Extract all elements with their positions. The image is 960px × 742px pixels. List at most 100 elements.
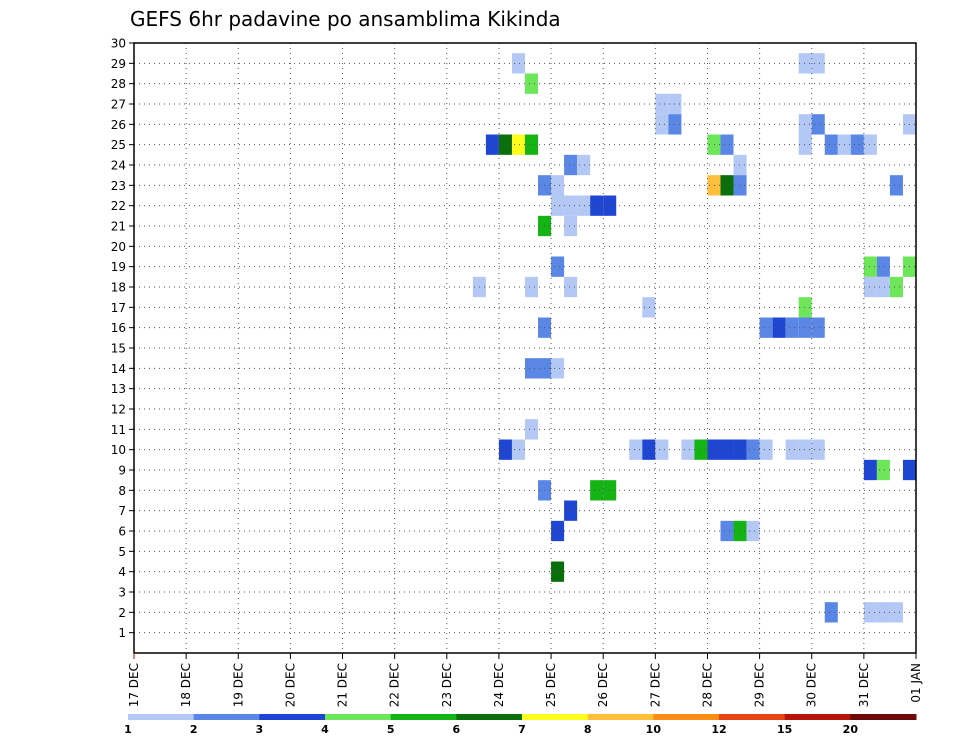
heatmap-cell xyxy=(798,114,812,135)
colorbar-swatch xyxy=(456,714,523,720)
heatmap-cell xyxy=(889,602,903,623)
colorbar-label: 12 xyxy=(711,723,726,736)
colorbar-label: 3 xyxy=(256,723,264,736)
heatmap-cell xyxy=(811,439,825,460)
heatmap-cell xyxy=(642,297,656,318)
heatmap-cell xyxy=(564,500,578,521)
y-tick-label: 21 xyxy=(111,220,126,234)
heatmap-cell xyxy=(707,134,721,155)
heatmap-cell xyxy=(551,561,565,582)
heatmap-cell xyxy=(759,317,773,338)
x-tick-label: 29 DEC xyxy=(753,663,767,707)
heatmap-cell xyxy=(720,439,734,460)
heatmap-cell xyxy=(485,134,499,155)
colorbar-label: 10 xyxy=(646,723,662,736)
y-tick-label: 22 xyxy=(111,199,126,213)
colorbar-swatch xyxy=(850,714,917,720)
colorbar-swatch xyxy=(587,714,654,720)
y-tick-label: 1 xyxy=(118,626,126,640)
colorbar-label: 2 xyxy=(190,723,198,736)
heatmap-cell xyxy=(525,419,539,440)
heatmap-cell xyxy=(655,93,669,115)
heatmap-cell xyxy=(733,154,747,176)
colorbar-label: 4 xyxy=(321,723,329,736)
y-tick-label: 16 xyxy=(111,321,126,335)
heatmap-cell xyxy=(785,439,799,460)
y-tick-label: 13 xyxy=(111,382,126,396)
y-tick-label: 28 xyxy=(111,77,126,91)
heatmap-cell xyxy=(551,195,565,216)
y-tick-label: 20 xyxy=(111,240,126,254)
heatmap-cell xyxy=(707,439,721,460)
heatmap-cell xyxy=(863,134,877,155)
y-tick-label: 23 xyxy=(111,179,126,193)
colorbar-label: 8 xyxy=(584,723,592,736)
colorbar-swatch xyxy=(653,714,720,720)
colorbar-label: 6 xyxy=(453,723,461,736)
colorbar-label: 1 xyxy=(124,723,132,736)
heatmap-cell xyxy=(889,175,903,196)
y-tick-label: 10 xyxy=(111,443,126,457)
heatmap-cell xyxy=(590,195,604,216)
y-tick-label: 24 xyxy=(111,159,126,173)
colorbar-swatch xyxy=(522,714,589,720)
heatmap-cell xyxy=(525,358,539,379)
heatmap-cell xyxy=(551,520,565,542)
heatmap-cell xyxy=(811,114,825,135)
y-tick-label: 6 xyxy=(118,525,126,539)
heatmap-cell xyxy=(564,195,578,216)
x-tick-label: 21 DEC xyxy=(336,663,350,707)
heatmap-cell xyxy=(798,317,812,338)
heatmap-cell xyxy=(498,134,512,155)
y-tick-label: 27 xyxy=(111,98,126,112)
heatmap-cell xyxy=(876,459,890,481)
heatmap-cell xyxy=(498,439,512,460)
heatmap-cell xyxy=(746,439,760,460)
y-tick-label: 11 xyxy=(111,423,126,437)
heatmap-cell xyxy=(811,53,825,74)
colorbar-swatch xyxy=(193,714,260,720)
colorbar: 1 2 3 4 5 6 7 8 10 12 15 20 xyxy=(124,714,917,736)
heatmap-cell xyxy=(564,215,578,237)
heatmap-cell xyxy=(655,114,669,135)
grid-lines xyxy=(134,42,916,653)
heatmap-cell xyxy=(681,439,695,460)
colorbar-swatch xyxy=(390,714,457,720)
x-tick-label: 18 DEC xyxy=(179,663,193,707)
colorbar-swatch xyxy=(784,714,851,720)
y-tick-label: 2 xyxy=(118,606,126,620)
y-tick-label: 7 xyxy=(118,504,126,518)
heatmap-cell xyxy=(642,439,656,460)
heatmap-cell xyxy=(707,175,721,196)
heatmap-cell xyxy=(577,154,591,176)
heatmap-cells xyxy=(472,53,916,623)
heatmap-cell xyxy=(720,175,734,196)
heatmap-cell xyxy=(511,53,525,74)
heatmap-cell xyxy=(511,134,525,155)
heatmap-cell xyxy=(824,602,838,623)
y-tick-label: 30 xyxy=(111,37,126,51)
y-tick-label: 17 xyxy=(111,301,126,315)
y-tick-label: 8 xyxy=(118,484,126,498)
heatmap-cell xyxy=(577,195,591,216)
x-tick-label: 30 DEC xyxy=(805,663,819,707)
y-tick-label: 19 xyxy=(111,260,126,274)
colorbar-label: 15 xyxy=(777,723,792,736)
y-tick-label: 15 xyxy=(111,342,126,356)
colorbar-label: 7 xyxy=(518,723,526,736)
heatmap-cell xyxy=(629,439,643,460)
heatmap-cell xyxy=(525,276,539,298)
colorbar-label: 5 xyxy=(387,723,395,736)
x-tick-label: 26 DEC xyxy=(596,663,610,707)
heatmap-cell xyxy=(863,276,877,298)
x-tick-label: 17 DEC xyxy=(127,663,141,707)
heatmap-cell xyxy=(759,439,773,460)
x-tick-label: 01 JAN xyxy=(909,663,923,703)
colorbar-swatch xyxy=(259,714,326,720)
heatmap-cell xyxy=(525,73,539,94)
heatmap-cell xyxy=(876,256,890,277)
heatmap-cell xyxy=(798,134,812,155)
colorbar-swatch xyxy=(128,714,195,720)
heatmap-cell xyxy=(863,256,877,277)
heatmap-cell xyxy=(720,134,734,155)
